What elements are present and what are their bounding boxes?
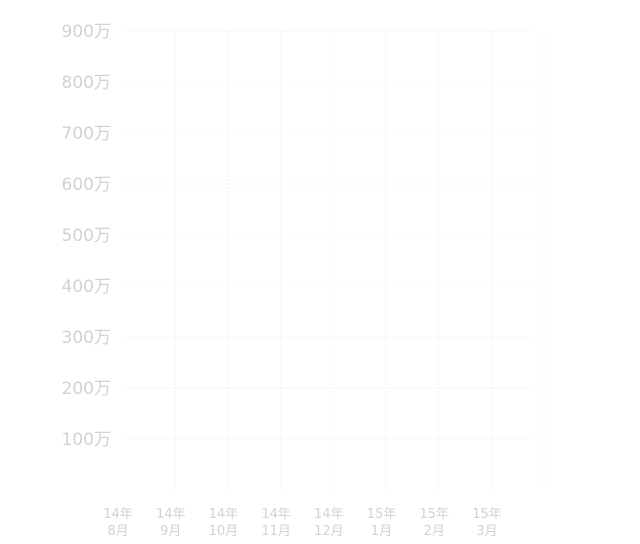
y-tick-label: 600万 (62, 175, 111, 195)
y-tick-label: 700万 (62, 124, 111, 144)
x-tick-label: 14年 12月 (314, 507, 344, 539)
x-tick-label: 15年 3月 (472, 507, 502, 539)
x-tick-label: 14年 8月 (103, 507, 133, 539)
x-axis-tick-labels: 14年 8月 14年 9月 14年 10月 14年 11月 14年 12月 15年 1月 15年 2月 15… (103, 507, 502, 539)
y-tick-label: 800万 (62, 73, 111, 93)
x-tick-label: 14年 10月 (209, 507, 239, 539)
grid-lines (125, 30, 545, 490)
y-tick-label: 100万 (62, 430, 111, 450)
x-tick-label: 15年 2月 (420, 507, 450, 539)
y-tick-label: 300万 (62, 328, 111, 348)
y-tick-label: 200万 (62, 379, 111, 399)
y-axis-tick-labels: 100万 200万 300万 400万 500万 600万 700万 800万 900万 (62, 22, 111, 450)
y-tick-label: 500万 (62, 226, 111, 246)
x-tick-label: 14年 11月 (261, 507, 291, 539)
y-tick-label: 400万 (62, 277, 111, 297)
x-tick-label: 14年 9月 (156, 507, 186, 539)
y-tick-label: 900万 (62, 22, 111, 42)
x-tick-label: 15年 1月 (367, 507, 397, 539)
